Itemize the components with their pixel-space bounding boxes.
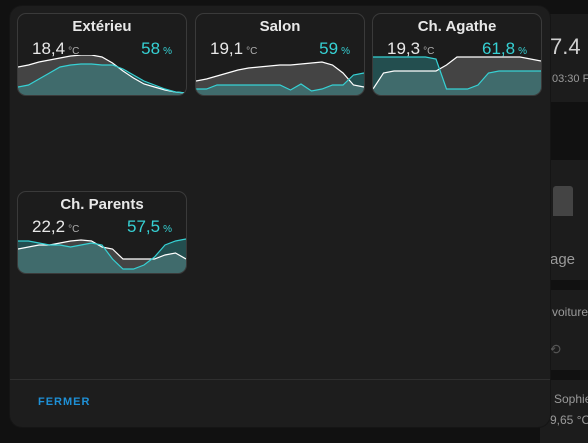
humidity-value: 59% xyxy=(319,39,350,58)
sensor-dialog: Extérieu 18,4 °C 58% Salon 19,1 °C 59% Ch.… xyxy=(10,6,550,427)
sensor-card-exterieur[interactable]: Extérieu 18,4 °C 58% xyxy=(17,13,187,96)
humidity-line xyxy=(18,63,186,94)
temperature-line xyxy=(373,56,541,90)
temperature-area xyxy=(18,55,186,95)
background-voiture-label: voiture xyxy=(552,305,588,319)
car-icon: ⟲ xyxy=(549,341,561,357)
sensor-card-ch-agathe[interactable]: Ch. Agathe 19,3 °C 61,8% xyxy=(372,13,542,96)
sensor-card-salon[interactable]: Salon 19,1 °C 59% xyxy=(195,13,365,96)
humidity-line xyxy=(18,238,186,270)
card-title: Ch. Agathe xyxy=(417,18,497,35)
card-title: Ch. Parents xyxy=(60,196,144,213)
humidity-value: 57,5% xyxy=(127,217,172,236)
background-value: 7.4 xyxy=(550,34,581,59)
garage-icon xyxy=(553,186,573,216)
sparkline-chart xyxy=(373,56,541,95)
sensor-card-ch-parents[interactable]: Ch. Parents 22,2 °C 57,5% xyxy=(17,191,187,274)
temperature-area xyxy=(373,57,541,95)
card-title: Salon xyxy=(259,18,301,35)
humidity-area xyxy=(373,57,541,95)
humidity-line xyxy=(196,72,364,92)
background-sophie-label: Sophie xyxy=(554,392,588,406)
sparkline-chart xyxy=(18,55,186,95)
card-title: Extérieu xyxy=(72,18,132,35)
close-button[interactable]: FERMER xyxy=(38,396,91,408)
humidity-value: 61,8% xyxy=(482,39,527,58)
temperature-value: 22,2 °C xyxy=(32,217,80,236)
background-sophie-temp: 9,65 °C xyxy=(550,413,588,427)
temperature-value: 18,4 °C xyxy=(32,39,80,58)
sparkline-chart xyxy=(196,61,364,95)
background-time: 03:30 F xyxy=(552,73,588,85)
background-garage-label: age xyxy=(550,251,576,268)
humidity-value: 58% xyxy=(141,39,172,58)
sparkline-chart xyxy=(18,238,186,273)
temperature-line xyxy=(18,55,186,94)
temperature-line xyxy=(18,239,186,260)
temperature-value: 19,1 °C xyxy=(210,39,258,58)
temperature-value: 19,3 °C xyxy=(387,39,435,58)
humidity-line xyxy=(373,56,541,90)
humidity-area xyxy=(18,239,186,273)
dialog-divider xyxy=(10,379,550,380)
temperature-line xyxy=(196,61,364,88)
humidity-area xyxy=(18,64,186,95)
